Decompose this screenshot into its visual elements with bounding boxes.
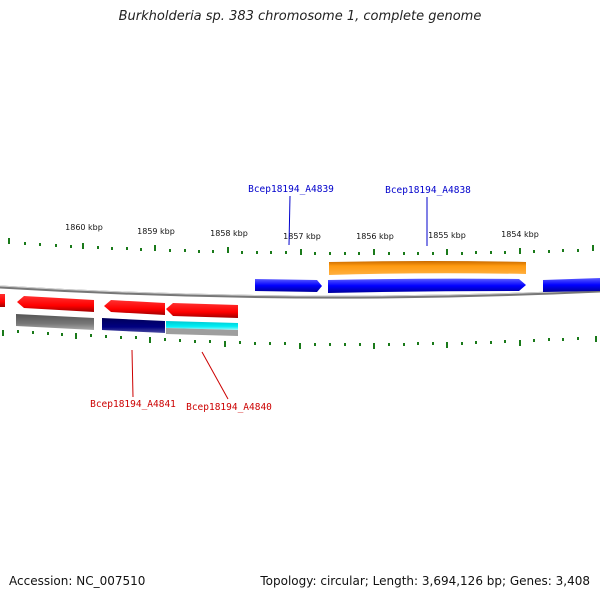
- forward-gene-right: [543, 278, 600, 292]
- reverse-gene-red-1: [17, 296, 94, 312]
- reverse-gene-red-3: [166, 303, 238, 318]
- tick-label: 1859 kbp: [137, 227, 175, 236]
- genome-backbone: [0, 285, 600, 299]
- inner-tick-ring: [2, 330, 597, 349]
- forward-gene-a4838: [328, 278, 526, 293]
- tick-label: 1856 kbp: [356, 232, 394, 241]
- tick-label: 1855 kbp: [428, 231, 466, 240]
- gene-label-a4841[interactable]: Bcep18194_A4841: [90, 399, 176, 410]
- forward-gene-a4839: [255, 279, 322, 292]
- tick-labels: 1860 kbp 1859 kbp 1858 kbp 1857 kbp 1856 kbp…: [65, 223, 539, 241]
- reverse-navy-feature: [102, 318, 165, 333]
- tick-label: 1860 kbp: [65, 223, 103, 232]
- tick-label: 1854 kbp: [501, 230, 539, 239]
- leader-line-a4839: [288, 195, 291, 246]
- accession-text: Accession: NC_007510: [9, 574, 146, 588]
- tick-label: 1857 kbp: [283, 232, 321, 241]
- reverse-cyan-feature: [166, 321, 238, 330]
- outer-tick-ring: [8, 238, 594, 255]
- genome-summary-text: Topology: circular; Length: 3,694,126 bp…: [260, 574, 590, 588]
- gene-label-a4839[interactable]: Bcep18194_A4839: [248, 184, 334, 195]
- gene-label-a4840[interactable]: Bcep18194_A4840: [186, 402, 272, 413]
- leader-line-a4841: [131, 349, 134, 398]
- reverse-gene-red-2: [104, 300, 165, 315]
- reverse-gray-feature: [16, 314, 94, 330]
- reverse-gene-edge: [0, 294, 5, 307]
- map-title: Burkholderia sp. 383 chromosome 1, compl…: [118, 9, 482, 24]
- tick-label: 1858 kbp: [210, 229, 248, 238]
- reverse-cyan-feature-shadow: [166, 328, 238, 336]
- forward-orange-feature: [329, 261, 526, 275]
- gene-label-a4838[interactable]: Bcep18194_A4838: [385, 185, 471, 196]
- genome-backbone-highlight: [0, 285, 600, 297]
- leader-line-a4840: [201, 351, 229, 400]
